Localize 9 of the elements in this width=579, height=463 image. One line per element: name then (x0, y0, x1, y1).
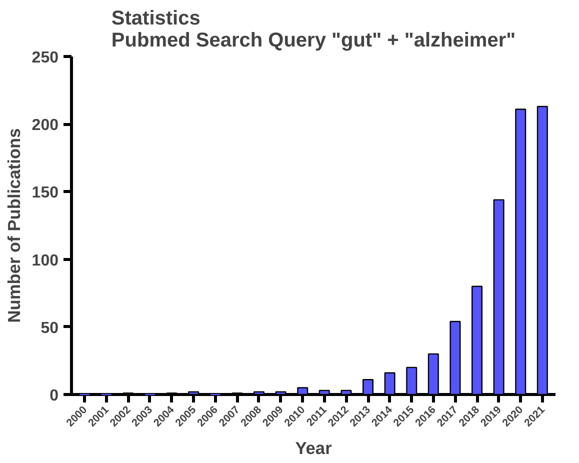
y-tick-label: 100 (32, 252, 59, 270)
y-tick-label: 200 (32, 117, 59, 134)
y-tick-label: 150 (32, 184, 59, 202)
y-tick-label: 50 (40, 320, 59, 337)
y-axis-title: Number of Publications (4, 128, 24, 323)
x-axis-title: Year (295, 438, 332, 458)
y-tick-label: 0 (50, 388, 59, 404)
chart-title: Statistics Pubmed Search Query "gut" + "alzheimer" (111, 8, 516, 52)
y-tick-label: 250 (32, 50, 59, 66)
